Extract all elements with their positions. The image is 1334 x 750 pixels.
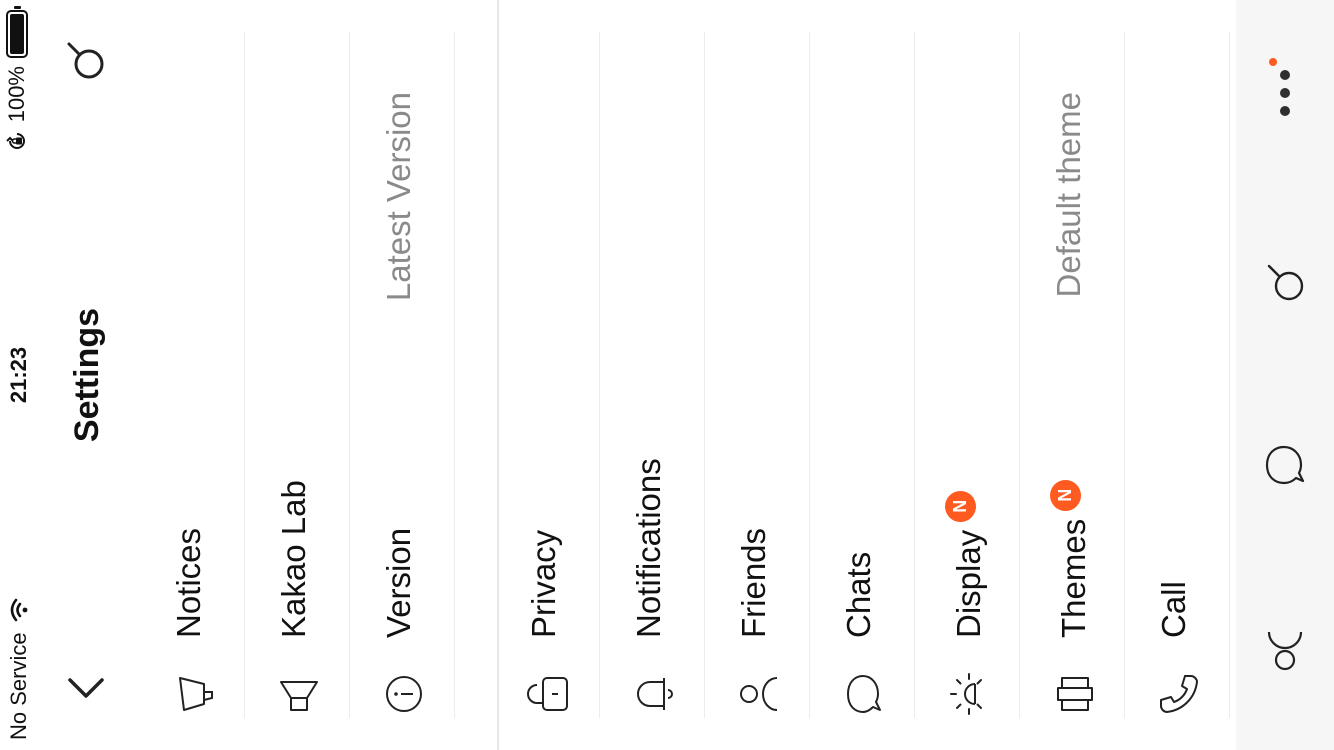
battery-percent: 100% (4, 66, 29, 123)
status-right: 100% (4, 10, 30, 152)
new-badge: N (945, 490, 976, 522)
settings-item-label: Privacy (525, 529, 562, 638)
settings-item-friends[interactable]: Friends (705, 32, 810, 718)
settings-item-themes[interactable]: Themes N Default theme (1020, 32, 1125, 718)
settings-item-version[interactable]: Version Latest Version (350, 32, 455, 718)
themes-label: Themes (1055, 518, 1092, 638)
battery-icon (6, 10, 28, 58)
more-dots-icon (1261, 58, 1309, 122)
settings-item-label: Notices (170, 527, 207, 638)
new-badge: N (1050, 479, 1081, 511)
search-icon[interactable] (62, 36, 110, 84)
phone-icon (1160, 675, 1198, 713)
settings-item-kakao-lab[interactable]: Kakao Lab (245, 32, 350, 718)
settings-item-label: Themes N (1050, 479, 1093, 638)
settings-item-label: Friends (735, 527, 772, 638)
tab-more[interactable] (1261, 58, 1309, 122)
settings-item-display[interactable]: Display N (915, 32, 1020, 718)
tab-search[interactable] (1261, 258, 1309, 306)
chevron-left-icon[interactable] (62, 662, 110, 710)
settings-item-label: Kakao Lab (275, 480, 312, 638)
person-icon (1267, 631, 1303, 671)
theme-icon (1057, 677, 1093, 711)
sun-icon (950, 673, 982, 715)
version-value: Latest Version (380, 92, 417, 302)
display-label: Display (950, 529, 987, 638)
rotation-lock-icon (6, 133, 25, 150)
settings-item-label: Chats (840, 551, 877, 638)
lock-icon (527, 677, 568, 711)
settings-item-privacy[interactable]: Privacy (495, 32, 600, 718)
tab-chats[interactable] (1261, 441, 1309, 489)
settings-item-chats[interactable]: Chats (810, 32, 915, 718)
info-icon (386, 676, 422, 712)
wifi-icon (10, 599, 28, 622)
tab-friends[interactable] (1261, 626, 1309, 674)
settings-item-label: Version (380, 527, 417, 638)
megaphone-icon (179, 677, 213, 711)
bell-icon (637, 678, 673, 710)
themes-value: Default theme (1050, 92, 1087, 298)
person-icon (740, 677, 778, 711)
status-left: No Service (6, 598, 32, 740)
notification-dot (1269, 58, 1277, 66)
settings-item-label: Notifications (630, 458, 667, 638)
header: Settings (40, 0, 130, 750)
search-icon (1267, 264, 1304, 301)
settings-item-call[interactable]: Call (1125, 32, 1230, 718)
settings-item-label: Display N (945, 490, 988, 638)
settings-item-notices[interactable]: Notices (140, 32, 245, 718)
chat-bubble-icon (1265, 445, 1305, 485)
page-title: Settings (68, 307, 106, 443)
settings-item-label: Call (1155, 581, 1192, 638)
flask-icon (280, 681, 318, 711)
chat-bubble-icon (847, 675, 881, 713)
status-bar: No Service 21:23 100% (0, 0, 40, 750)
settings-item-notifications[interactable]: Notifications (600, 32, 705, 718)
tab-bar (1236, 0, 1334, 750)
